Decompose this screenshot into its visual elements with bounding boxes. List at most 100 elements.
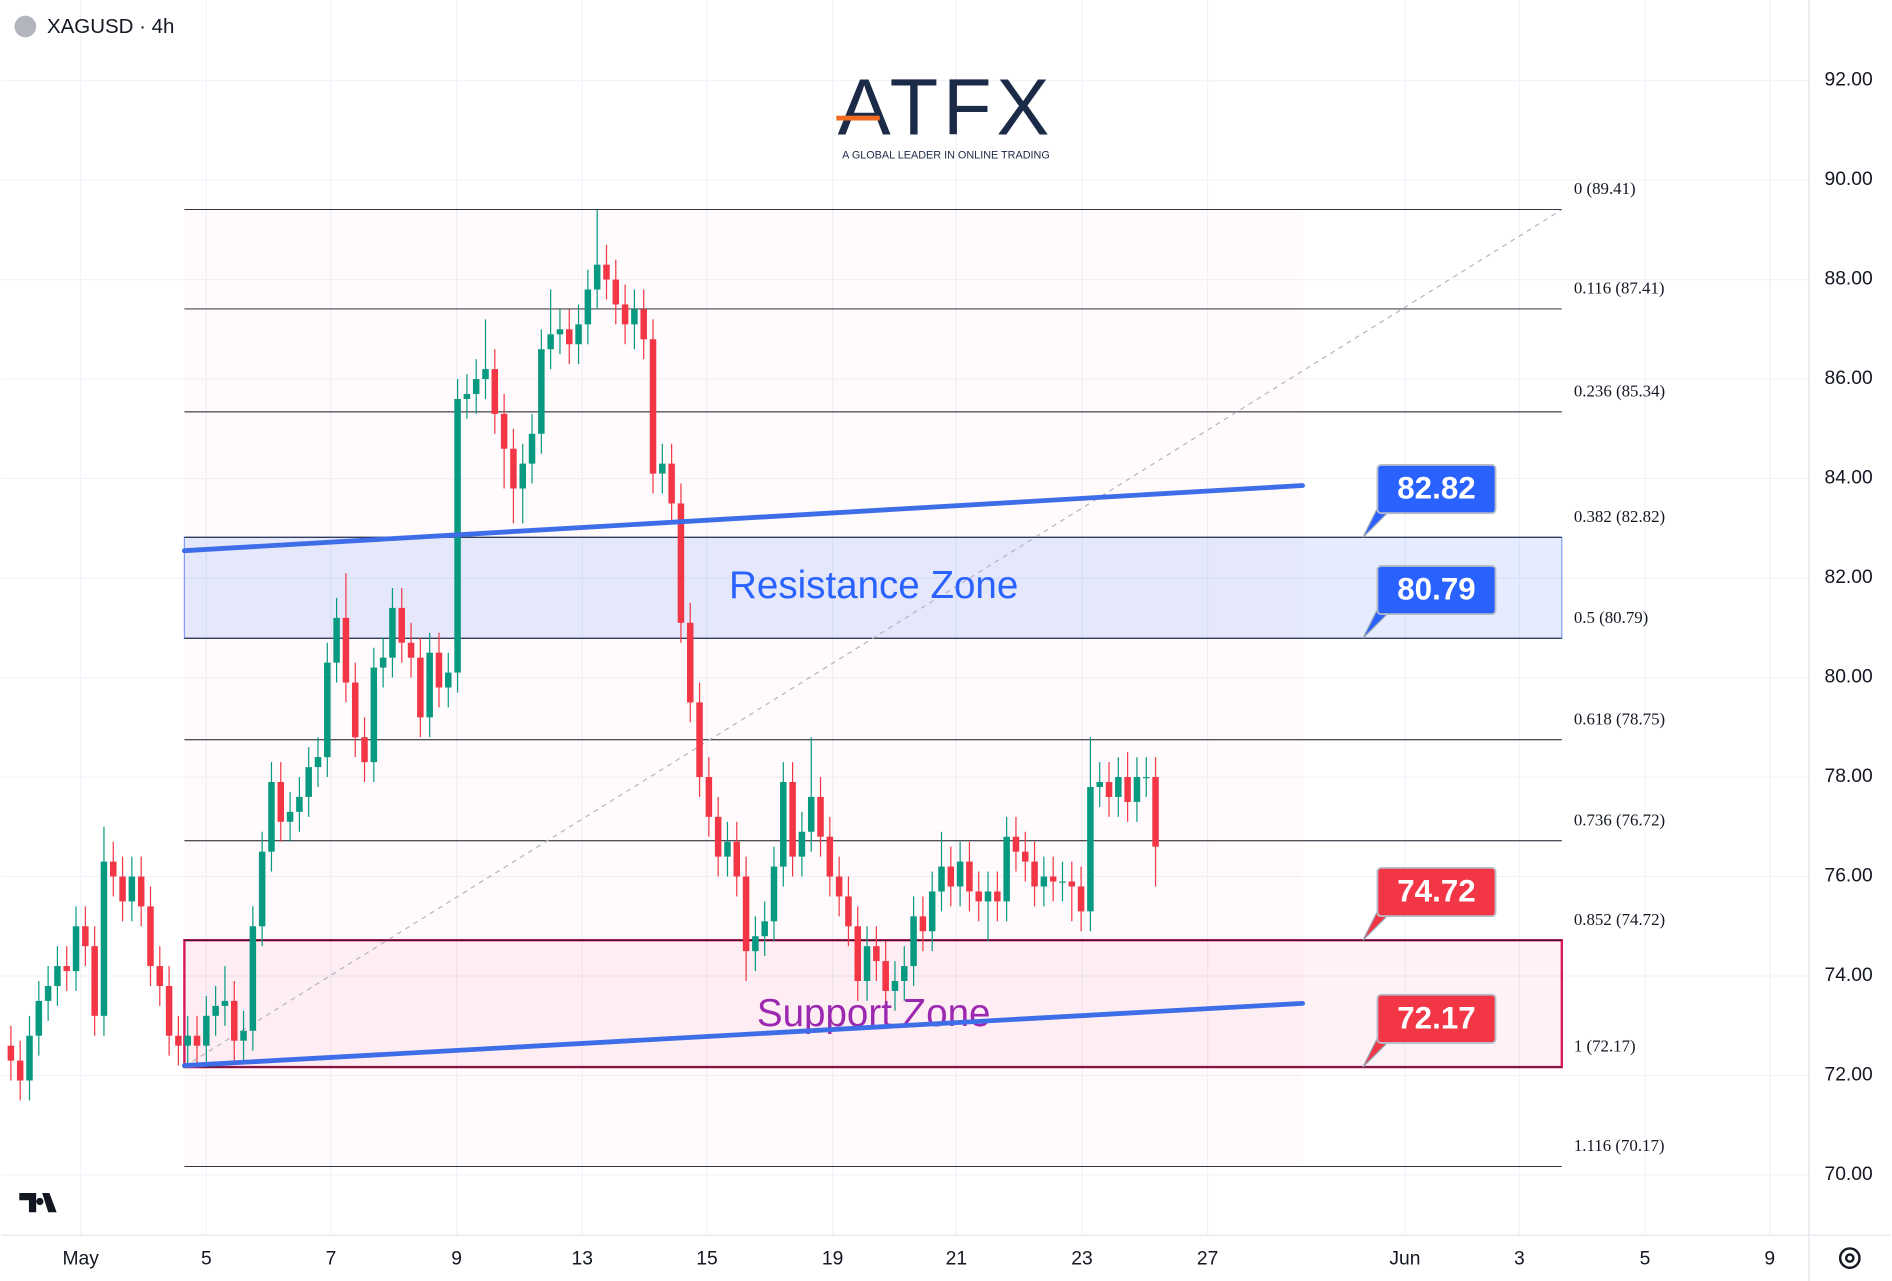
candle-body (407, 642, 415, 658)
candle-body (975, 891, 982, 902)
candle-body (379, 657, 387, 668)
candle-body (584, 289, 592, 325)
price-tag-box (1376, 565, 1497, 616)
x-tick-label: 9 (1764, 1248, 1775, 1269)
candle-body (119, 876, 126, 902)
zone-label: Resistance Zone (729, 564, 1018, 607)
candle-body (928, 891, 936, 932)
candle-body (593, 264, 601, 290)
y-tick-label: 92.00 (1824, 70, 1872, 91)
candle-body (668, 463, 675, 504)
candle-body (547, 334, 554, 350)
candle-body (910, 916, 917, 967)
candle-body (863, 946, 871, 982)
candle-body (603, 264, 610, 280)
candle-body (1003, 836, 1010, 902)
candles (7, 209, 1159, 1101)
fib-level-label: 0.5 (80.79) (1574, 608, 1648, 627)
candle-body (426, 652, 433, 718)
candle-body (742, 876, 750, 952)
candle-body (891, 981, 899, 991)
candle-body (361, 737, 368, 763)
grid (1, 0, 1809, 1236)
candle-body (240, 1030, 247, 1041)
symbol-title: XAGUSD · 4h (47, 15, 174, 38)
candle-body (780, 782, 787, 867)
candle-body (100, 861, 108, 1016)
fib-level-label: 0.116 (87.41) (1574, 279, 1665, 298)
candle-body (221, 1000, 229, 1006)
candle-body (296, 796, 303, 812)
settings-button[interactable] (1838, 1247, 1861, 1269)
candle-body (7, 1045, 15, 1061)
settings-icon[interactable] (1838, 1247, 1861, 1269)
x-tick-label: May (62, 1248, 99, 1269)
candle-body (733, 841, 741, 877)
candle-body (1142, 777, 1150, 779)
y-tick-label: 72.00 (1824, 1065, 1872, 1086)
price-tag-label: 74.72 (1397, 873, 1475, 908)
candle-body (528, 433, 536, 464)
y-tick-label: 70.00 (1824, 1164, 1872, 1185)
y-tick-label: 90.00 (1824, 169, 1872, 190)
candle-body (324, 662, 331, 758)
candle-body (351, 682, 359, 738)
candle-body (472, 379, 480, 394)
fibonacci: 0 (89.41) 0.116 (87.41) 0.236 (85.34) 0.382… (184, 179, 1665, 1168)
candle-body (714, 816, 722, 857)
candle-body (72, 926, 80, 972)
logo: ATFX A GLOBAL LEADER IN ONLINE TRADING (836, 62, 1050, 161)
candle-body (128, 876, 136, 902)
x-tick-label: 19 (822, 1248, 843, 1269)
candle-body (165, 985, 173, 1036)
candle-body (333, 617, 340, 663)
candle-body (575, 324, 582, 345)
candle-body (649, 339, 657, 474)
y-tick-label: 76.00 (1824, 866, 1872, 887)
candle-body (147, 906, 154, 967)
symbol-header: XAGUSD · 4h (14, 15, 174, 38)
y-tick-label: 84.00 (1824, 468, 1872, 489)
axes: 70.00 72.00 74.00 76.00 78.00 80.00 82.00 84.00… (62, 70, 1872, 1270)
candle-body (91, 946, 98, 1016)
candle-body (770, 866, 778, 922)
candle-body (1068, 881, 1076, 887)
logo-accent (836, 115, 880, 121)
logo-tagline: A GLOBAL LEADER IN ONLINE TRADING (842, 149, 1050, 161)
y-tick-label: 86.00 (1824, 368, 1872, 389)
candle-body (901, 966, 908, 982)
tradingview-logo (19, 1193, 57, 1213)
candle-body (258, 851, 266, 927)
candle-body (566, 329, 573, 345)
candle-body (44, 985, 52, 1001)
candle-body (212, 1005, 219, 1016)
candle-body (482, 369, 489, 380)
candle-body (1059, 881, 1066, 883)
candle-body (807, 796, 815, 832)
candle-body (491, 369, 499, 414)
candle-body (54, 966, 61, 986)
candle-body (26, 1035, 33, 1081)
candle-body (677, 503, 685, 623)
candle-body (1152, 777, 1159, 847)
x-tick-label: 3 (1514, 1248, 1525, 1269)
candle-body (417, 657, 424, 718)
candle-body (621, 304, 629, 325)
candle-body (538, 349, 545, 434)
y-tick-label: 88.00 (1824, 269, 1872, 290)
fib-level-label: 0.852 (74.72) (1574, 910, 1665, 929)
fib-level-label: 0.236 (85.34) (1574, 381, 1665, 400)
fib-level-label: 0.736 (76.72) (1574, 810, 1665, 829)
candle-body (193, 1035, 201, 1046)
candle-body (1031, 861, 1038, 887)
candle-body (1012, 836, 1020, 852)
candle-body (463, 393, 471, 399)
zones (183, 536, 1564, 1069)
price-tag-label: 82.82 (1397, 471, 1475, 506)
candle-body (1040, 876, 1048, 887)
candle-body (110, 861, 117, 877)
settings-icon-center[interactable] (1844, 1253, 1855, 1263)
candle-body (640, 309, 647, 340)
